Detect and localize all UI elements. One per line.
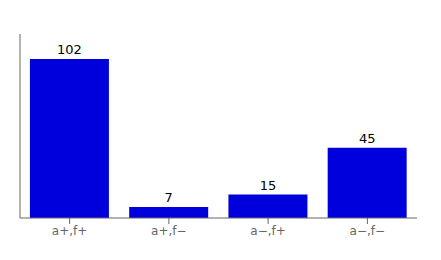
svg-text:102: 102 — [57, 42, 82, 57]
svg-text:45: 45 — [359, 131, 376, 146]
svg-text:a+,f−: a+,f− — [151, 224, 187, 238]
svg-text:a+,f+: a+,f+ — [52, 224, 88, 238]
svg-text:a−,f+: a−,f+ — [250, 224, 286, 238]
svg-text:a−,f−: a−,f− — [350, 224, 386, 238]
svg-text:7: 7 — [165, 190, 173, 205]
svg-text:15: 15 — [260, 178, 277, 193]
